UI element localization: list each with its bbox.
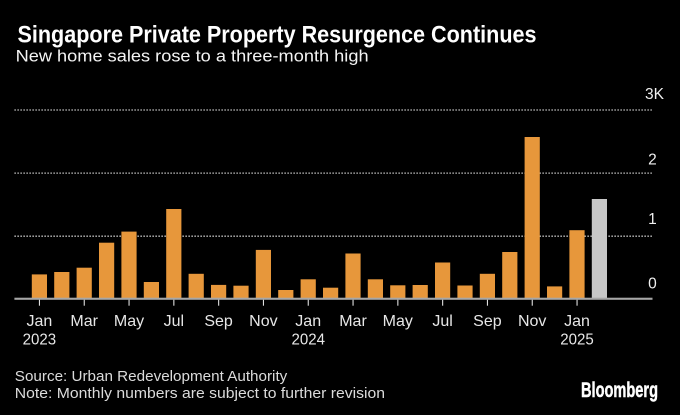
svg-text:Singapore Private Property Res: Singapore Private Property Resurgence Co… <box>18 22 537 49</box>
svg-text:Jan: Jan <box>27 313 53 330</box>
svg-text:Mar: Mar <box>70 313 98 330</box>
svg-text:Note: Monthly numbers are subj: Note: Monthly numbers are subject to fur… <box>15 386 385 402</box>
svg-text:Mar: Mar <box>339 313 367 330</box>
svg-text:2: 2 <box>648 151 657 168</box>
svg-text:Jan: Jan <box>564 313 590 330</box>
svg-text:1: 1 <box>648 211 657 228</box>
svg-text:Nov: Nov <box>518 313 546 330</box>
svg-text:May: May <box>383 313 413 330</box>
svg-text:Jan: Jan <box>295 313 321 330</box>
svg-text:Sep: Sep <box>204 313 233 330</box>
svg-text:Nov: Nov <box>249 313 277 330</box>
svg-text:Jul: Jul <box>164 313 184 330</box>
svg-text:0: 0 <box>648 276 657 293</box>
svg-text:Source: Urban Redevelopment Au: Source: Urban Redevelopment Authority <box>15 369 288 385</box>
svg-text:2023: 2023 <box>23 331 57 348</box>
svg-text:2024: 2024 <box>291 331 325 348</box>
svg-text:May: May <box>114 313 144 330</box>
svg-text:Jul: Jul <box>432 313 452 330</box>
svg-text:New home sales rose to a three: New home sales rose to a three-month hig… <box>16 48 369 66</box>
svg-text:Sep: Sep <box>473 313 502 330</box>
svg-text:2025: 2025 <box>560 331 594 348</box>
svg-text:Bloomberg: Bloomberg <box>581 379 658 402</box>
svg-text:3K: 3K <box>645 86 665 103</box>
